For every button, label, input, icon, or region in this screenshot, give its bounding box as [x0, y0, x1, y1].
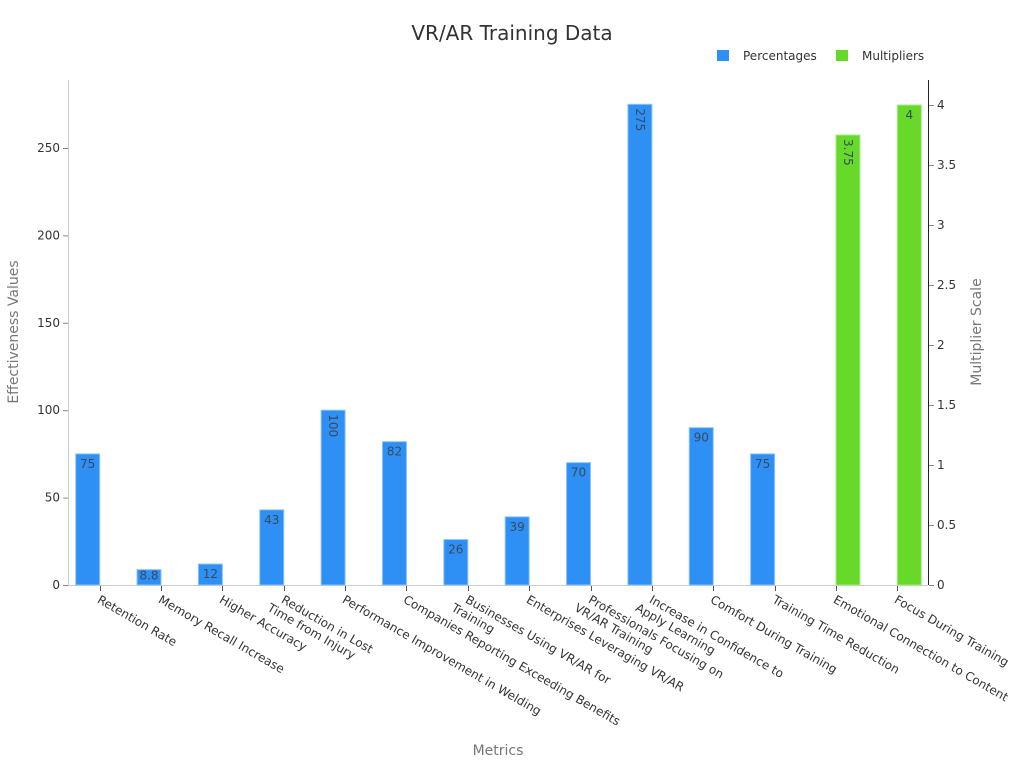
- y2-tick-label: 0: [937, 578, 945, 592]
- bars: 75 8.8 12 43 100 82 26 39 70 275 90 75 3.75 4: [75, 103, 922, 586]
- bar-rect[interactable]: [688, 427, 714, 586]
- bar-percentages[interactable]: 75: [750, 453, 776, 586]
- chart-title: VR/AR Training Data: [411, 21, 612, 45]
- legend-label: Multipliers: [862, 49, 924, 63]
- bar-rect[interactable]: [259, 509, 285, 586]
- y-axis-title: Effectiveness Values: [6, 260, 22, 403]
- left-axis-ticks: 0 50 100 150 200 250: [37, 141, 68, 592]
- bar-rect[interactable]: [504, 516, 530, 586]
- bar-percentages[interactable]: 75: [75, 453, 101, 586]
- y-tick-label: 250: [37, 141, 60, 155]
- bar-rect[interactable]: [566, 462, 592, 586]
- bar-value-label: 39: [510, 520, 525, 534]
- bar-rect[interactable]: [896, 104, 922, 586]
- bar-value-label: 26: [448, 543, 463, 557]
- y2-tick-label: 4: [937, 98, 945, 112]
- bar-value-label: 4: [906, 108, 914, 122]
- bar-percentages[interactable]: 12: [197, 563, 223, 586]
- bar-value-label: 70: [571, 466, 586, 480]
- bar-rect[interactable]: [197, 563, 223, 586]
- bar-percentages[interactable]: 8.8: [136, 569, 162, 586]
- y-tick-label: 100: [37, 403, 60, 417]
- bar-value-label: 43: [264, 513, 279, 527]
- y2-tick-label: 1: [937, 458, 945, 472]
- bar-percentages[interactable]: 275: [627, 103, 653, 586]
- bar-multipliers[interactable]: 4: [896, 104, 922, 586]
- y2-tick-label: 3.5: [937, 158, 956, 172]
- bar-rect[interactable]: [835, 134, 861, 586]
- bar-value-label: 90: [694, 431, 709, 445]
- bar-rect[interactable]: [443, 539, 469, 586]
- bar-value-label: 100: [326, 414, 340, 437]
- y2-tick-label: 3: [937, 218, 945, 232]
- bar-percentages[interactable]: 70: [566, 462, 592, 586]
- bar-value-label: 8.8: [139, 569, 158, 583]
- bar-percentages[interactable]: 100: [320, 409, 346, 586]
- bar-rect[interactable]: [75, 453, 101, 586]
- legend-item-percentages[interactable]: Percentages: [717, 49, 817, 63]
- y2-tick-label: 1.5: [937, 398, 956, 412]
- y2-tick-label: 2: [937, 338, 945, 352]
- y2-tick-label: 0.5: [937, 518, 956, 532]
- legend-swatch-icon: [836, 50, 848, 61]
- x-axis-title: Metrics: [473, 743, 524, 759]
- bar-rect[interactable]: [320, 409, 346, 586]
- bar-rect[interactable]: [627, 103, 653, 586]
- bar-percentages[interactable]: 43: [259, 509, 285, 586]
- y2-axis-title: Multiplier Scale: [969, 278, 985, 385]
- bar-value-label: 75: [80, 457, 95, 471]
- y-tick-label: 150: [37, 316, 60, 330]
- legend-item-multipliers[interactable]: Multipliers: [836, 49, 924, 63]
- legend-swatch-icon: [717, 50, 729, 61]
- bar-rect[interactable]: [750, 453, 776, 586]
- bar-value-label: 75: [755, 457, 770, 471]
- bar-value-label: 3.75: [841, 139, 855, 166]
- y-tick-label: 200: [37, 228, 60, 242]
- bar-percentages[interactable]: 82: [381, 441, 407, 586]
- bar-multipliers[interactable]: 3.75: [835, 134, 861, 586]
- bar-value-label: 12: [203, 567, 218, 581]
- bar-percentages[interactable]: 90: [688, 427, 714, 586]
- right-axis-ticks: 0 0.5 1 1.5 2 2.5 3 3.5 4: [929, 98, 956, 592]
- bar-rect[interactable]: [136, 569, 162, 586]
- y-tick-label: 0: [52, 578, 60, 592]
- bar-percentages[interactable]: 39: [504, 516, 530, 586]
- axes: [68, 80, 929, 586]
- bar-rect[interactable]: [381, 441, 407, 586]
- bar-value-label: 82: [387, 445, 402, 459]
- bar-value-label: 275: [633, 108, 647, 131]
- legend: Percentages Multipliers: [717, 49, 924, 63]
- y2-tick-label: 2.5: [937, 278, 956, 292]
- y-tick-label: 50: [45, 491, 60, 505]
- legend-label: Percentages: [743, 49, 817, 63]
- bar-percentages[interactable]: 26: [443, 539, 469, 586]
